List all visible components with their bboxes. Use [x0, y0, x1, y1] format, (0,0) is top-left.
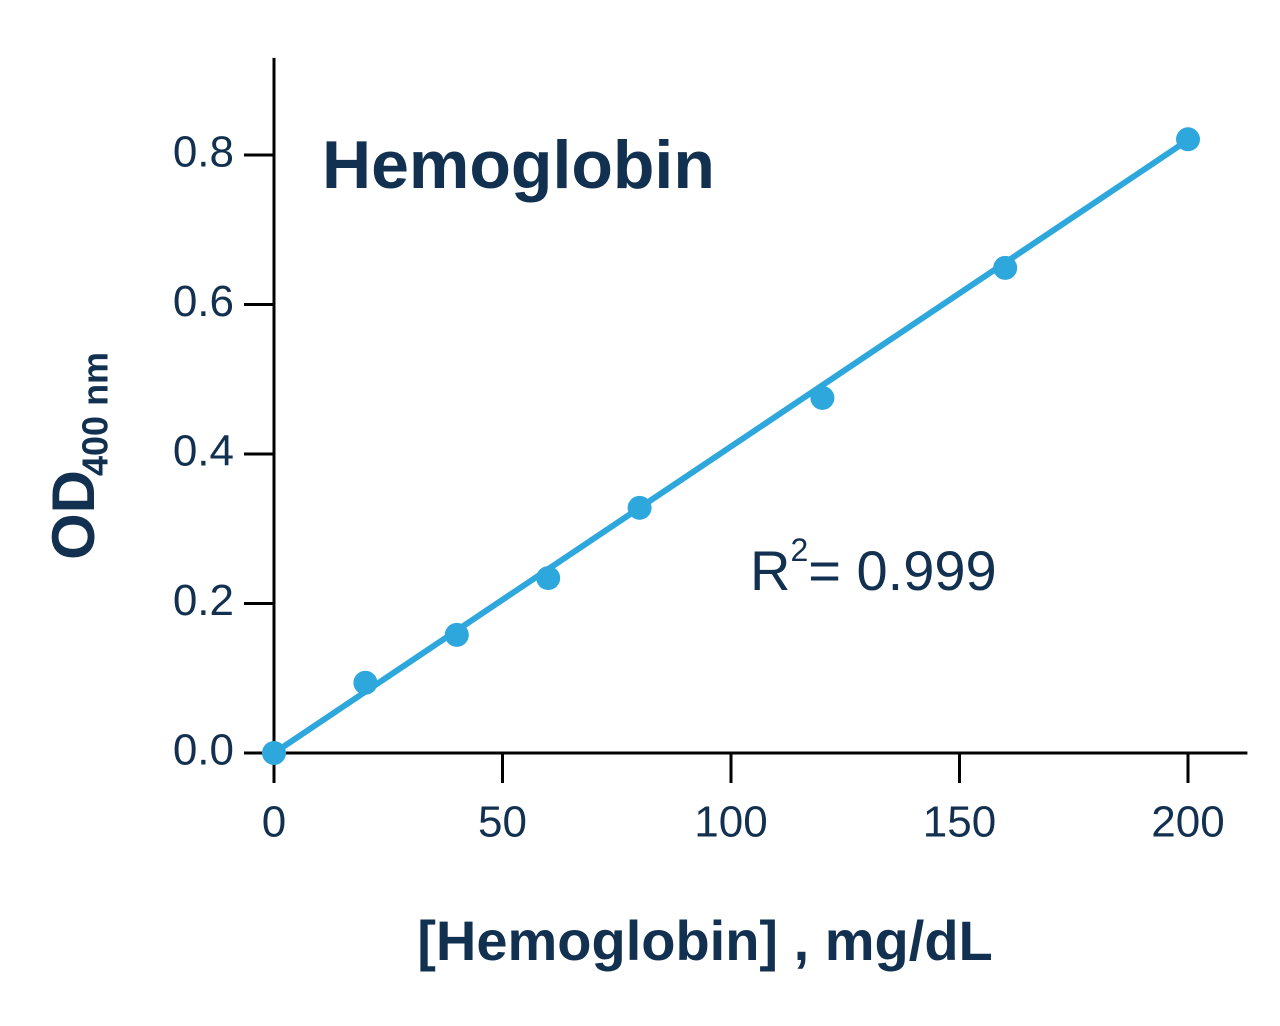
annotation: R2= 0.999: [750, 532, 997, 601]
annotation-sup: 2: [790, 532, 808, 568]
x-tick-label: 100: [694, 798, 767, 847]
x-axis-label: [Hemoglobin] , mg/dL: [417, 909, 992, 972]
x-tick-label: 0: [262, 798, 286, 847]
y-tick-label: 0.6: [173, 277, 234, 326]
y-tick-label: 0.8: [173, 128, 234, 177]
y-label-main: OD: [40, 470, 107, 560]
y-axis-label: OD 400 nm: [40, 352, 116, 560]
data-point: [262, 741, 286, 765]
fit-line: [272, 137, 1190, 756]
data-point: [810, 385, 835, 410]
data-point: [353, 670, 378, 695]
x-tick-label: 200: [1151, 798, 1224, 847]
y-tick-label: 0.4: [173, 427, 234, 476]
y-tick-label: 0.2: [173, 576, 234, 625]
data-point: [627, 495, 652, 520]
data-point: [444, 622, 469, 647]
data-point: [536, 566, 561, 591]
x-tick-label: 150: [923, 798, 996, 847]
y-label-sub: 400 nm: [75, 352, 116, 476]
x-tick-label: 50: [478, 798, 527, 847]
annotation-rest: = 0.999: [808, 539, 996, 602]
annotation-base: R: [750, 539, 790, 602]
data-point: [993, 255, 1018, 280]
y-tick-label: 0.0: [173, 726, 234, 775]
chart-title: Hemoglobin: [322, 127, 715, 203]
data-point: [1176, 127, 1200, 152]
